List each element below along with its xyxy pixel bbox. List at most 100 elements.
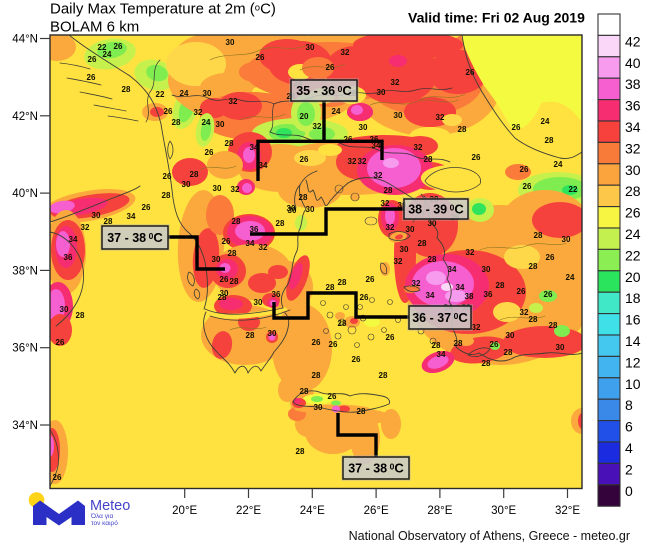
svg-text:24: 24 (180, 89, 189, 98)
svg-text:38: 38 (625, 76, 641, 92)
svg-text:30: 30 (314, 403, 323, 412)
svg-text:20°E: 20°E (172, 505, 197, 517)
svg-text:30: 30 (306, 205, 315, 214)
svg-text:30: 30 (288, 206, 297, 215)
svg-text:10: 10 (625, 376, 641, 392)
svg-text:26: 26 (114, 42, 123, 51)
svg-text:26: 26 (88, 55, 97, 64)
svg-text:26: 26 (329, 340, 338, 349)
svg-text:26: 26 (370, 135, 379, 144)
svg-text:4: 4 (625, 440, 633, 456)
svg-text:30: 30 (306, 43, 315, 52)
svg-text:28: 28 (326, 283, 335, 292)
svg-text:24: 24 (625, 226, 641, 242)
svg-text:32: 32 (520, 308, 529, 317)
svg-text:30°E: 30°E (491, 505, 516, 517)
svg-text:30: 30 (60, 305, 69, 314)
svg-text:26: 26 (328, 392, 337, 401)
svg-text:34: 34 (250, 143, 259, 152)
svg-text:32: 32 (194, 108, 203, 117)
svg-text:30: 30 (203, 89, 212, 98)
svg-text:6: 6 (625, 419, 633, 435)
svg-text:24: 24 (332, 107, 341, 116)
svg-text:30: 30 (287, 204, 296, 213)
svg-text:37 - 38 0C: 37 - 38 0C (107, 230, 163, 245)
svg-text:28: 28 (230, 277, 239, 286)
svg-text:22: 22 (625, 247, 641, 263)
svg-text:28: 28 (190, 170, 199, 179)
svg-text:32: 32 (348, 157, 357, 166)
svg-text:26: 26 (472, 153, 481, 162)
svg-text:26: 26 (490, 340, 499, 349)
svg-text:36: 36 (625, 98, 641, 114)
svg-text:28: 28 (172, 118, 181, 127)
svg-text:28: 28 (545, 136, 554, 145)
svg-text:30: 30 (254, 298, 263, 307)
svg-text:28: 28 (104, 217, 113, 226)
svg-text:34: 34 (372, 141, 381, 150)
svg-text:26°E: 26°E (364, 505, 389, 517)
svg-text:22°E: 22°E (236, 505, 261, 517)
svg-text:30: 30 (394, 111, 403, 120)
svg-text:28: 28 (534, 231, 543, 240)
svg-text:Όλα για: Όλα για (90, 513, 113, 520)
svg-text:Valid time: Fri 02 Aug 2019: Valid time: Fri 02 Aug 2019 (408, 10, 585, 26)
svg-text:36: 36 (250, 225, 259, 234)
svg-text:28: 28 (276, 219, 285, 228)
svg-text:28: 28 (246, 331, 255, 340)
svg-text:38°N: 38°N (12, 265, 38, 277)
svg-text:8: 8 (625, 397, 633, 413)
svg-text:35 - 36 0C: 35 - 36 0C (296, 83, 352, 98)
svg-text:30: 30 (268, 329, 277, 338)
svg-text:32: 32 (394, 257, 403, 266)
svg-text:28: 28 (504, 348, 513, 357)
svg-text:26: 26 (87, 73, 96, 82)
svg-text:26: 26 (520, 165, 529, 174)
svg-text:26: 26 (256, 53, 265, 62)
svg-text:26: 26 (163, 172, 172, 181)
svg-text:14: 14 (625, 333, 641, 349)
svg-text:34: 34 (426, 291, 435, 300)
svg-text:28: 28 (379, 371, 388, 380)
svg-text:28: 28 (296, 447, 305, 456)
svg-text:26: 26 (544, 290, 553, 299)
svg-text:36 - 37 0C: 36 - 37 0C (412, 310, 468, 325)
svg-text:τον καιρό: τον καιρό (91, 519, 118, 527)
svg-text:38: 38 (465, 292, 474, 301)
svg-text:36: 36 (64, 253, 73, 262)
svg-text:Daily Max Temperature at 2m (o: Daily Max Temperature at 2m (oC) (50, 1, 276, 18)
svg-text:24: 24 (566, 273, 575, 282)
svg-text:22: 22 (569, 185, 578, 194)
svg-text:30: 30 (506, 331, 515, 340)
svg-text:0: 0 (625, 483, 633, 499)
svg-text:34: 34 (246, 239, 255, 248)
svg-text:26: 26 (625, 205, 641, 221)
svg-text:26: 26 (466, 68, 475, 77)
svg-text:28: 28 (357, 407, 366, 416)
svg-text:26: 26 (56, 338, 65, 347)
svg-text:28: 28 (428, 255, 437, 264)
svg-text:28: 28 (418, 239, 427, 248)
svg-text:44°N: 44°N (12, 34, 38, 46)
svg-text:32°E: 32°E (555, 505, 580, 517)
svg-text:34°N: 34°N (12, 420, 38, 432)
svg-text:22: 22 (98, 43, 107, 52)
svg-text:36: 36 (484, 290, 493, 299)
svg-text:26: 26 (523, 182, 532, 191)
svg-text:26: 26 (53, 473, 62, 482)
svg-text:42: 42 (625, 33, 641, 49)
svg-text:32: 32 (358, 157, 367, 166)
svg-text:30: 30 (400, 245, 409, 254)
svg-text:28: 28 (162, 191, 171, 200)
svg-text:32: 32 (231, 185, 240, 194)
svg-text:30: 30 (625, 162, 641, 178)
svg-text:26: 26 (517, 287, 526, 296)
svg-text:24: 24 (202, 118, 211, 127)
svg-text:18: 18 (625, 290, 641, 306)
svg-text:28: 28 (529, 262, 538, 271)
svg-text:28: 28 (482, 359, 491, 368)
svg-text:26: 26 (326, 63, 335, 72)
svg-text:32: 32 (412, 279, 421, 288)
svg-text:32: 32 (341, 48, 350, 57)
svg-text:Meteo: Meteo (90, 498, 130, 514)
